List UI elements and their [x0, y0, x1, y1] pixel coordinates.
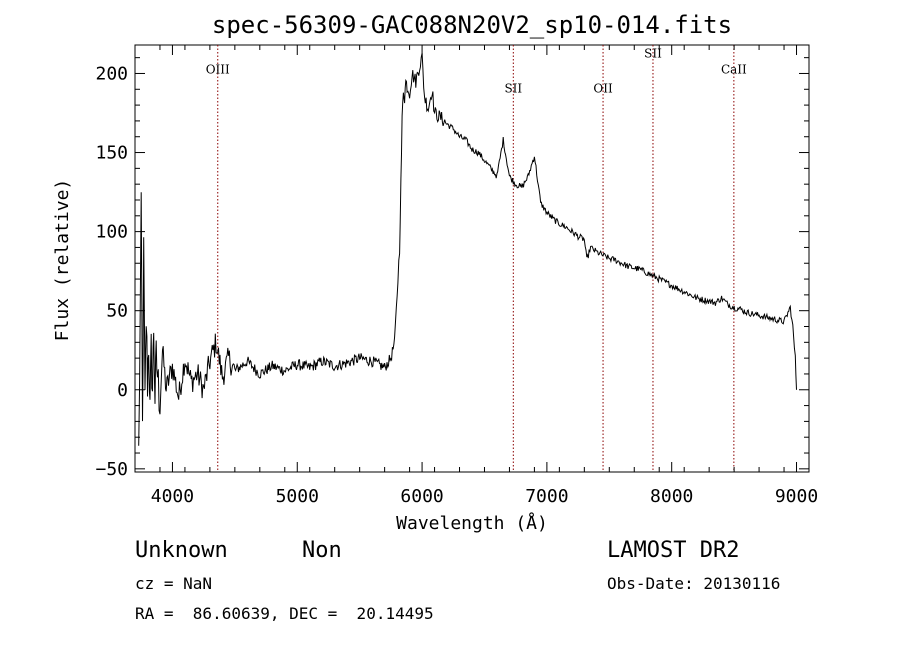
- y-axis-label: Flux (relative): [52, 179, 73, 342]
- x-tick-label: 7000: [525, 486, 568, 507]
- chart-title: spec-56309-GAC088N20V2_sp10-014.fits: [212, 11, 732, 39]
- plot-frame: [134, 44, 810, 473]
- object-class: Unknown: [135, 538, 228, 563]
- marker-label: SII: [504, 81, 522, 95]
- y-tick-label: 0: [117, 380, 128, 401]
- marker-label: CaII: [721, 62, 747, 76]
- y-tick-label: 200: [95, 63, 128, 84]
- x-axis-label: Wavelength (Å): [396, 512, 548, 534]
- x-tick-label: 8000: [650, 486, 693, 507]
- x-axis: 4000 5000 6000 7000 8000 9000: [134, 45, 818, 507]
- spectrum-series: [138, 52, 797, 446]
- line-markers: OIII SII OII SII CaII: [206, 45, 747, 472]
- marker-label: OIII: [206, 62, 230, 76]
- object-subclass: Non: [302, 538, 342, 563]
- y-tick-label: 100: [95, 222, 128, 243]
- marker-label: OII: [593, 81, 613, 95]
- x-tick-label: 6000: [400, 486, 443, 507]
- x-tick-label: 9000: [775, 486, 818, 507]
- y-tick-label: 50: [106, 301, 128, 322]
- survey-name: LAMOST DR2: [607, 538, 740, 563]
- y-axis: −50 0 50 100 150 200: [95, 57, 809, 480]
- y-tick-label: −50: [95, 459, 128, 480]
- coordinates: RA = 86.60639, DEC = 20.14495: [135, 604, 434, 623]
- redshift-info: cz = NaN: [135, 574, 213, 593]
- marker-label: SII: [644, 47, 662, 61]
- x-tick-label: 5000: [276, 486, 319, 507]
- spectrum-line: [138, 52, 797, 446]
- y-tick-label: 150: [95, 143, 128, 164]
- x-tick-label: 4000: [151, 486, 194, 507]
- obs-date: Obs-Date: 20130116: [607, 574, 781, 593]
